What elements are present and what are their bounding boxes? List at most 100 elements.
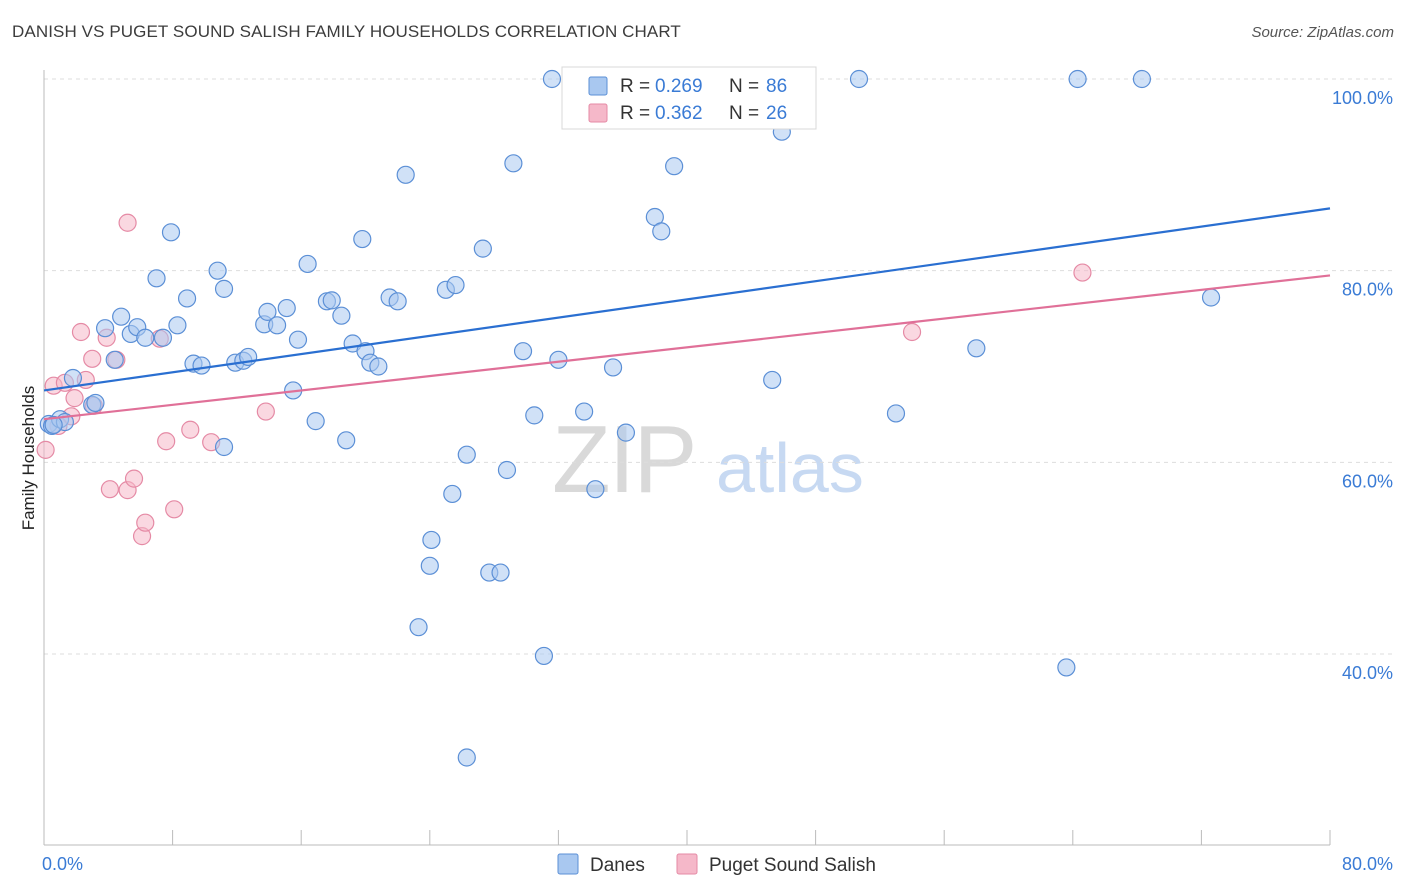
point-puget-sound-salish bbox=[65, 389, 84, 408]
x-tick-label: 80.0% bbox=[1342, 854, 1393, 874]
point-danes bbox=[473, 239, 492, 258]
y-tick-label: 80.0% bbox=[1342, 280, 1393, 300]
point-puget-sound-salish bbox=[71, 322, 91, 342]
point-danes bbox=[177, 289, 197, 308]
point-puget-sound-salish bbox=[36, 440, 55, 459]
point-danes bbox=[1068, 69, 1087, 89]
legend-swatch-danes bbox=[588, 76, 608, 96]
point-danes bbox=[763, 370, 782, 390]
point-danes bbox=[214, 437, 234, 457]
trend-line-danes bbox=[43, 207, 1331, 392]
point-danes bbox=[353, 229, 372, 249]
x-tick-marks bbox=[172, 830, 1331, 845]
point-danes bbox=[332, 306, 351, 325]
point-danes bbox=[388, 292, 407, 311]
point-danes bbox=[420, 556, 439, 575]
point-danes bbox=[322, 291, 341, 310]
point-danes bbox=[886, 404, 906, 423]
source-label: Source: ZipAtlas.com bbox=[1251, 24, 1394, 41]
point-danes bbox=[44, 415, 63, 435]
point-danes bbox=[337, 431, 356, 450]
point-danes bbox=[497, 460, 517, 480]
chart-title: DANISH VS PUGET SOUND SALISH FAMILY HOUS… bbox=[12, 22, 681, 41]
point-danes bbox=[457, 445, 476, 464]
trend-line-puget-sound-salish bbox=[43, 274, 1331, 421]
point-danes bbox=[288, 330, 308, 349]
point-danes bbox=[542, 69, 562, 89]
y-axis-label: Family Households bbox=[19, 386, 38, 531]
point-danes bbox=[105, 350, 124, 369]
correlation-legend: R = 0.269 N = 86 R = 0.362 N = 26 bbox=[561, 66, 817, 130]
point-danes bbox=[443, 484, 462, 504]
point-puget-sound-salish bbox=[100, 480, 120, 499]
point-danes bbox=[1057, 658, 1076, 677]
series-danes bbox=[39, 69, 1221, 767]
point-danes bbox=[504, 154, 523, 173]
x-tick-label: 0.0% bbox=[42, 854, 83, 874]
point-danes bbox=[214, 279, 234, 298]
point-danes bbox=[1201, 288, 1221, 307]
bottom-legend-swatch-danes bbox=[557, 853, 579, 875]
point-danes bbox=[153, 328, 173, 347]
point-danes bbox=[549, 350, 568, 369]
point-danes bbox=[409, 618, 428, 637]
legend-n-label-danes: N = bbox=[729, 76, 764, 97]
y-tick-label: 60.0% bbox=[1342, 471, 1393, 491]
point-danes bbox=[422, 530, 441, 550]
point-danes bbox=[1132, 69, 1152, 89]
point-puget-sound-salish bbox=[181, 420, 200, 439]
legend-r-value-danes: 0.269 bbox=[655, 76, 703, 97]
point-danes bbox=[849, 69, 869, 89]
point-danes bbox=[575, 402, 594, 421]
bottom-legend-label-danes: Danes bbox=[590, 855, 645, 876]
point-danes bbox=[586, 480, 605, 499]
point-danes bbox=[525, 406, 544, 425]
point-danes bbox=[665, 157, 684, 176]
point-puget-sound-salish bbox=[1073, 263, 1092, 282]
point-danes bbox=[208, 261, 227, 280]
bottom-legend-label-puget: Puget Sound Salish bbox=[709, 855, 876, 876]
point-danes bbox=[306, 412, 325, 431]
trend-lines bbox=[43, 207, 1331, 421]
y-tick-labels: 40.0% 60.0% 80.0% 100.0% bbox=[1332, 88, 1393, 683]
point-danes bbox=[168, 316, 187, 335]
point-danes bbox=[161, 223, 181, 242]
legend-n-label-puget: N = bbox=[729, 103, 764, 124]
legend-n-value-puget: 26 bbox=[766, 103, 787, 124]
point-puget-sound-salish bbox=[124, 469, 144, 488]
legend-swatch-puget bbox=[588, 103, 608, 123]
point-puget-sound-salish bbox=[118, 213, 137, 232]
point-danes bbox=[298, 254, 317, 274]
point-danes bbox=[95, 319, 115, 338]
point-danes bbox=[603, 358, 623, 377]
legend-r-label-puget: R = bbox=[620, 103, 655, 124]
point-danes bbox=[267, 316, 287, 335]
point-danes bbox=[369, 357, 388, 376]
point-danes bbox=[491, 563, 510, 582]
x-tick-labels: 0.0% 80.0% bbox=[42, 854, 1393, 874]
point-danes bbox=[457, 748, 476, 767]
point-danes bbox=[513, 342, 533, 361]
point-danes bbox=[63, 368, 83, 388]
watermark-atlas: atlas bbox=[716, 429, 864, 507]
legend-n-value-danes: 86 bbox=[766, 76, 787, 97]
watermark-zip: ZIP bbox=[552, 406, 695, 513]
point-danes bbox=[86, 393, 105, 413]
point-puget-sound-salish bbox=[902, 322, 922, 342]
point-puget-sound-salish bbox=[165, 500, 184, 519]
y-tick-label: 40.0% bbox=[1342, 663, 1393, 683]
point-puget-sound-salish bbox=[83, 349, 102, 368]
point-danes bbox=[258, 302, 277, 321]
bottom-legend-swatch-puget bbox=[676, 853, 698, 875]
point-danes bbox=[136, 328, 155, 347]
point-danes bbox=[112, 307, 131, 326]
point-danes bbox=[967, 339, 986, 358]
point-puget-sound-salish bbox=[256, 402, 275, 421]
point-danes bbox=[147, 269, 166, 288]
point-puget-sound-salish bbox=[136, 513, 155, 532]
point-danes bbox=[652, 222, 671, 241]
series-legend: Danes Puget Sound Salish bbox=[557, 853, 876, 876]
point-danes bbox=[396, 165, 415, 184]
